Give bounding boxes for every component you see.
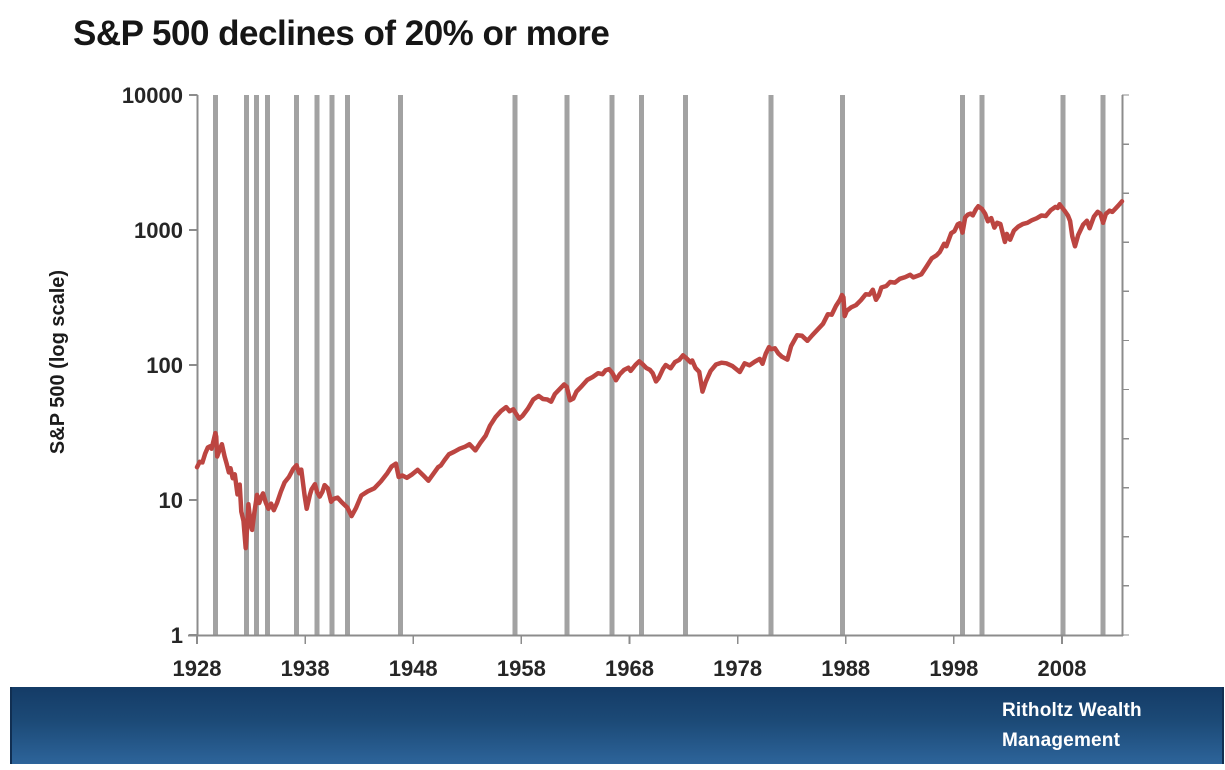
x-tick-label: 1968 bbox=[605, 656, 654, 681]
bear-market-band bbox=[264, 95, 270, 635]
y-tick-label: 100 bbox=[146, 353, 183, 378]
y-tick-label: 10 bbox=[159, 488, 183, 513]
x-tick-label: 1988 bbox=[821, 656, 870, 681]
bear-market-band bbox=[609, 95, 615, 635]
sp500-price-line bbox=[194, 199, 1125, 551]
bear-market-band bbox=[768, 95, 774, 635]
x-tick-label: 2008 bbox=[1038, 656, 1087, 681]
bear-market-band bbox=[512, 95, 518, 635]
bear-market-band bbox=[1060, 95, 1066, 635]
bear-market-band bbox=[564, 95, 570, 635]
bear-market-band bbox=[1100, 95, 1106, 635]
bear-market-band bbox=[294, 95, 299, 635]
bear-market-band bbox=[329, 95, 335, 635]
footer-bar: Ritholtz Wealth Management bbox=[10, 687, 1224, 764]
bear-market-band bbox=[979, 95, 985, 635]
y-tick-label: 1000 bbox=[134, 218, 183, 243]
bear-market-band bbox=[683, 95, 689, 635]
y-tick-label: 1 bbox=[171, 623, 183, 648]
bear-market-band bbox=[212, 95, 218, 635]
sp500-log-chart: 10000 1000 100 10 1 1928 1938 1948 1958 1968 1978 1… bbox=[47, 83, 1129, 681]
x-tick-label: 1948 bbox=[389, 656, 438, 681]
chart-title: S&P 500 declines of 20% or more bbox=[73, 14, 610, 53]
x-tick-label: 1958 bbox=[497, 656, 546, 681]
x-tick-label: 1928 bbox=[173, 656, 222, 681]
x-tick-label: 1998 bbox=[929, 656, 978, 681]
x-tick-label: 1978 bbox=[713, 656, 762, 681]
bear-market-band bbox=[254, 95, 259, 635]
bear-market-band bbox=[344, 95, 350, 635]
bear-market-band bbox=[960, 95, 965, 635]
x-tick-label: 1938 bbox=[281, 656, 330, 681]
brand-line2: Management bbox=[1002, 730, 1121, 751]
chart-plot-area: 10000 1000 100 10 1 1928 1938 1948 1958 1968 1978 1… bbox=[122, 83, 1129, 681]
bear-market-band bbox=[244, 95, 250, 635]
brand-line1: Ritholtz Wealth bbox=[1002, 700, 1142, 721]
bear-market-band bbox=[314, 95, 320, 635]
bear-market-band bbox=[397, 95, 403, 635]
y-tick-label: 10000 bbox=[122, 83, 183, 108]
y-axis-title: S&P 500 (log scale) bbox=[47, 270, 69, 454]
bear-market-band bbox=[840, 95, 845, 635]
brand-logo-text: Ritholtz Wealth Management bbox=[1002, 696, 1142, 756]
